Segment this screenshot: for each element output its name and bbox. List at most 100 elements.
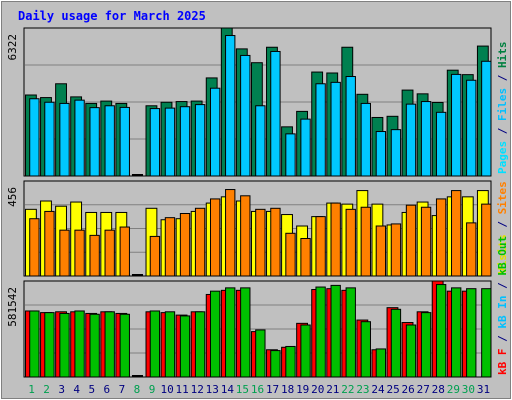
x-tick-label: 10 xyxy=(160,383,173,396)
bar-files xyxy=(119,106,130,177)
legend-entry: kB F xyxy=(496,349,509,376)
x-tick-label: 6 xyxy=(104,383,111,396)
x-tick-label: 4 xyxy=(73,383,80,396)
bar-kb-out xyxy=(29,310,40,378)
bar-sites xyxy=(360,206,371,277)
bar-files xyxy=(44,101,55,177)
bar-kb-out xyxy=(179,315,191,378)
bar-kb-out xyxy=(74,310,85,378)
x-tick-label: 3 xyxy=(58,383,65,396)
bar-files xyxy=(179,106,191,177)
bar-sites xyxy=(451,190,462,277)
bar-sites xyxy=(420,206,432,277)
bar-sites xyxy=(315,216,326,277)
bar-kb-out xyxy=(390,308,402,378)
bar-files xyxy=(74,99,85,177)
x-tick-label: 20 xyxy=(311,383,324,396)
bar-files xyxy=(435,111,447,177)
bar-kb-out xyxy=(360,321,371,378)
legend-entry: kB In xyxy=(496,296,509,336)
x-tick-label: 1 xyxy=(28,383,35,396)
bar-sites xyxy=(481,203,492,277)
x-tick-label: 26 xyxy=(402,383,415,396)
bar-sites xyxy=(89,234,100,277)
bar-files xyxy=(285,133,296,177)
bar-kb-out xyxy=(89,313,100,378)
panel-legend: kB F / kB In / kB Out xyxy=(496,236,509,375)
bar-files xyxy=(194,104,206,177)
bar-files xyxy=(225,35,236,177)
legend-entry: kB Out xyxy=(496,236,509,282)
x-tick-label: 12 xyxy=(191,383,204,396)
bar-kb-out xyxy=(420,312,432,378)
bar-kb-out xyxy=(270,350,281,378)
bar-kb-out xyxy=(330,284,341,378)
bar-sites xyxy=(435,198,447,277)
bar-sites xyxy=(59,229,70,277)
bar-files xyxy=(345,76,356,177)
bar-kb-out xyxy=(405,324,417,378)
bar-files xyxy=(59,102,70,177)
bar-sites xyxy=(240,195,251,277)
bar-files xyxy=(89,107,100,177)
legend-entry: / xyxy=(496,282,509,296)
x-tick-label: 11 xyxy=(176,383,189,396)
bar-sites xyxy=(466,222,477,277)
bar-sites xyxy=(179,213,191,277)
bar-kb-out xyxy=(285,345,296,378)
bar-kb-out xyxy=(466,288,477,378)
bar-files xyxy=(481,60,492,177)
bar-sites xyxy=(330,202,341,277)
x-tick-label: 2 xyxy=(43,383,50,396)
bar-kb-out xyxy=(481,288,492,378)
panel-legend: Pages / Files / Hits xyxy=(496,42,509,175)
bar-files xyxy=(104,105,115,177)
legend-entry: Pages xyxy=(496,141,509,174)
bar-kb-out xyxy=(119,313,130,378)
x-tick-label: 24 xyxy=(371,383,385,396)
bar-sites xyxy=(44,210,55,277)
x-tick-label: 16 xyxy=(251,383,264,396)
legend-entry: Files xyxy=(496,88,509,128)
legend-entry: / xyxy=(496,221,509,235)
x-tick-label: 25 xyxy=(386,383,399,396)
bar-kb-out xyxy=(209,290,221,378)
x-tick-label: 17 xyxy=(266,383,279,396)
bar-sites xyxy=(29,218,40,277)
x-tick-label: 8 xyxy=(134,383,141,396)
bar-files xyxy=(164,107,176,177)
panel-legend: Visits / Sites xyxy=(496,181,509,274)
x-tick-label: 22 xyxy=(341,383,354,396)
x-tick-label: 15 xyxy=(236,383,249,396)
x-tick-label: 23 xyxy=(356,383,369,396)
legend-entry: / xyxy=(496,74,509,88)
x-tick-label: 14 xyxy=(221,383,235,396)
panel-max-label: 6322 xyxy=(6,34,19,61)
bar-sites xyxy=(149,235,161,277)
bar-sites xyxy=(285,232,296,277)
bar-files xyxy=(29,98,40,177)
bar-kb-out xyxy=(240,287,251,378)
bar-sites xyxy=(345,208,356,277)
x-tick-label: 7 xyxy=(119,383,126,396)
chart-title: Daily usage for March 2025 xyxy=(18,9,206,23)
bar-kb-out xyxy=(300,324,311,378)
x-tick-label: 30 xyxy=(462,383,475,396)
legend-entry: Sites xyxy=(496,181,509,221)
bar-kb-out xyxy=(149,310,161,378)
bar-files xyxy=(375,131,387,177)
x-tick-label: 29 xyxy=(447,383,460,396)
bar-files xyxy=(240,54,251,177)
x-tick-label: 27 xyxy=(417,383,430,396)
bar-sites xyxy=(104,229,115,277)
bar-kb-out xyxy=(44,312,55,378)
x-tick-label: 31 xyxy=(477,383,490,396)
bar-kb-out xyxy=(59,312,70,378)
bar-kb-out xyxy=(225,287,236,378)
legend-entry: / xyxy=(496,335,509,349)
bar-files xyxy=(270,50,281,177)
bar-sites xyxy=(225,189,236,277)
bar-sites xyxy=(164,217,176,277)
